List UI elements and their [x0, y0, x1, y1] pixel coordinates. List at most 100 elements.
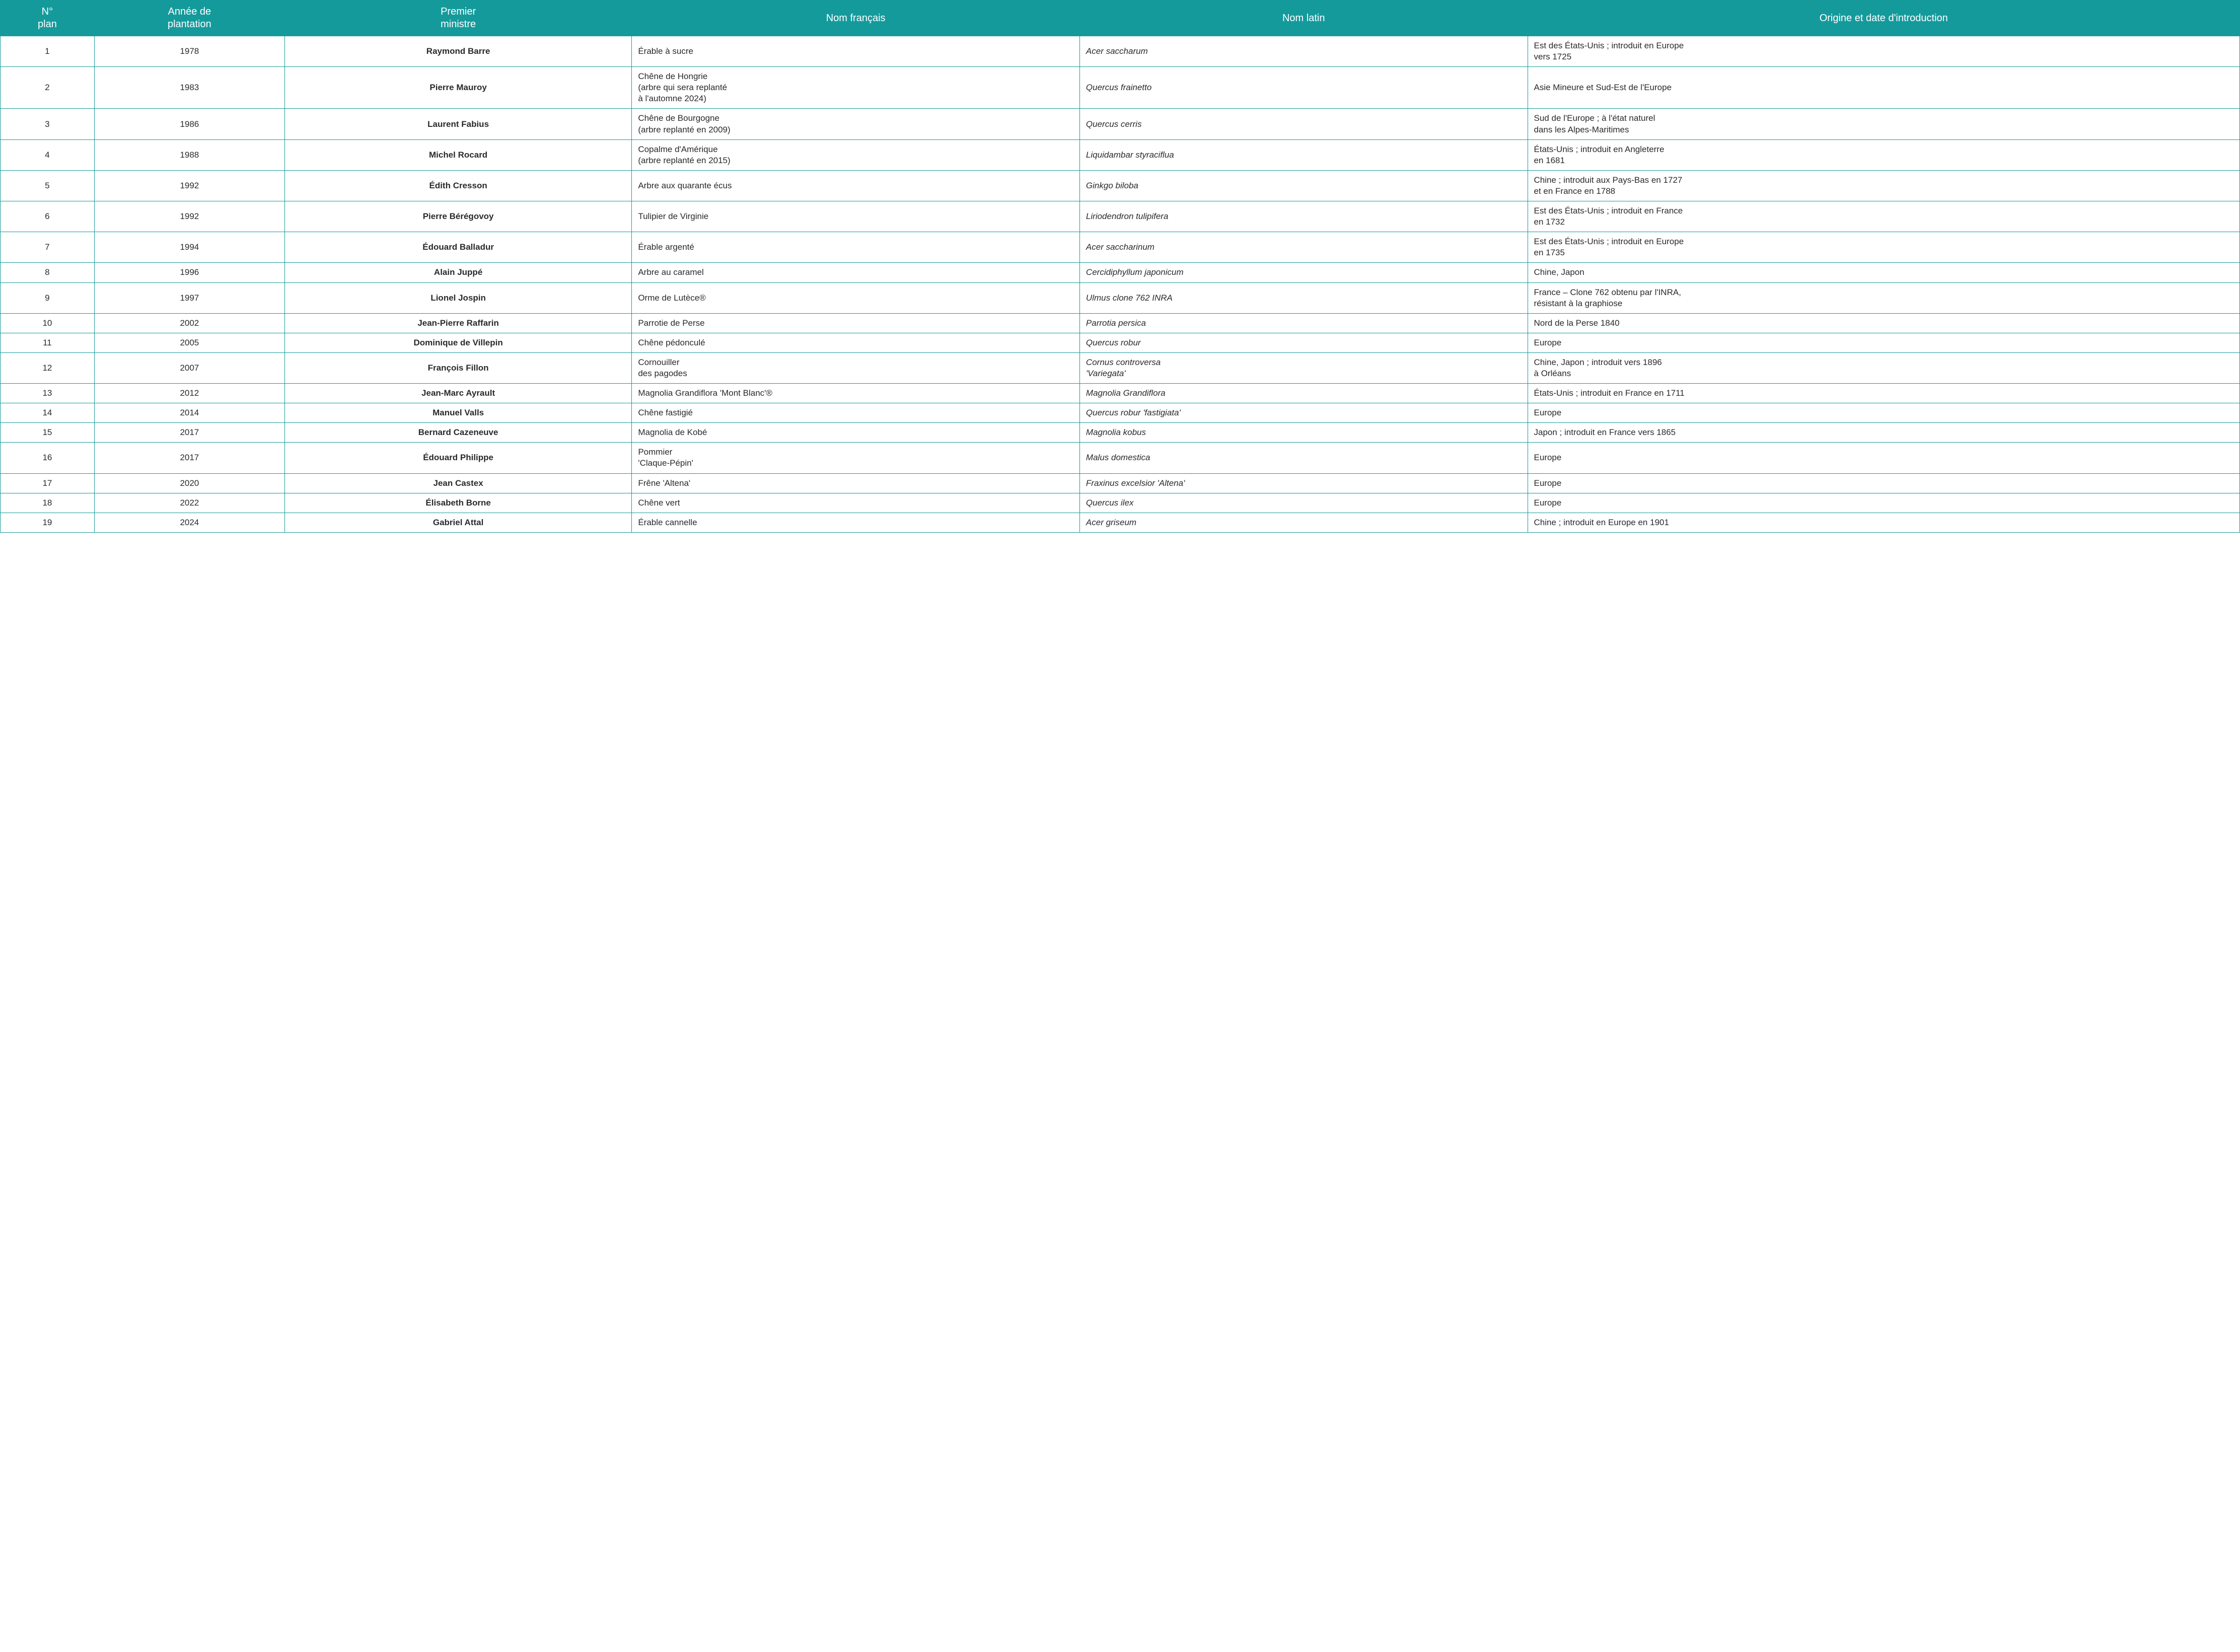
cell-name_la: Magnolia kobus	[1079, 423, 1528, 443]
cell-name_fr: Chêne de Hongrie(arbre qui sera replanté…	[632, 67, 1080, 109]
cell-name_fr: Tulipier de Virginie	[632, 201, 1080, 232]
cell-name_la: Quercus frainetto	[1079, 67, 1528, 109]
cell-name_la: Fraxinus excelsior 'Altena'	[1079, 473, 1528, 493]
cell-name_fr: Pommier'Claque-Pépin'	[632, 443, 1080, 473]
cell-pm: Dominique de Villepin	[284, 333, 631, 352]
cell-pm: Raymond Barre	[284, 36, 631, 67]
cell-name_fr: Parrotie de Perse	[632, 313, 1080, 333]
col-header-pm: Premierministre	[284, 1, 631, 36]
table-row: 91997Lionel JospinOrme de Lutèce®Ulmus c…	[1, 282, 2240, 313]
cell-plan: 14	[1, 403, 95, 423]
cell-origin: Nord de la Perse 1840	[1528, 313, 2239, 333]
cell-year: 2024	[94, 513, 284, 532]
cell-name_fr: Cornouillerdes pagodes	[632, 352, 1080, 383]
cell-pm: Jean-Pierre Raffarin	[284, 313, 631, 333]
table-row: 122007François FillonCornouillerdes pago…	[1, 352, 2240, 383]
cell-name_fr: Érable cannelle	[632, 513, 1080, 532]
cell-name_fr: Chêne pédonculé	[632, 333, 1080, 352]
table-row: 172020Jean CastexFrêne 'Altena'Fraxinus …	[1, 473, 2240, 493]
cell-origin: Asie Mineure et Sud-Est de l'Europe	[1528, 67, 2239, 109]
col-header-name-fr: Nom français	[632, 1, 1080, 36]
cell-plan: 17	[1, 473, 95, 493]
cell-origin: États-Unis ; introduit en France en 1711	[1528, 384, 2239, 403]
cell-name_la: Ulmus clone 762 INRA	[1079, 282, 1528, 313]
table-row: 61992Pierre BérégovoyTulipier de Virgini…	[1, 201, 2240, 232]
cell-name_la: Quercus robur	[1079, 333, 1528, 352]
cell-pm: Élisabeth Borne	[284, 493, 631, 513]
cell-name_fr: Érable à sucre	[632, 36, 1080, 67]
cell-origin: Est des États-Unis ; introduit en Europe…	[1528, 232, 2239, 263]
cell-pm: Édouard Philippe	[284, 443, 631, 473]
table-row: 41988Michel RocardCopalme d'Amérique(arb…	[1, 139, 2240, 170]
cell-pm: Édith Cresson	[284, 170, 631, 201]
col-header-year: Année deplantation	[94, 1, 284, 36]
table-row: 11978Raymond BarreÉrable à sucreAcer sac…	[1, 36, 2240, 67]
cell-pm: Michel Rocard	[284, 139, 631, 170]
cell-pm: François Fillon	[284, 352, 631, 383]
cell-plan: 15	[1, 423, 95, 443]
pm-trees-table: N°plan Année deplantation Premierministr…	[0, 0, 2240, 533]
cell-plan: 5	[1, 170, 95, 201]
cell-pm: Manuel Valls	[284, 403, 631, 423]
cell-name_fr: Chêne vert	[632, 493, 1080, 513]
cell-year: 1992	[94, 170, 284, 201]
cell-origin: États-Unis ; introduit en Angleterreen 1…	[1528, 139, 2239, 170]
table-row: 132012Jean-Marc AyraultMagnolia Grandifl…	[1, 384, 2240, 403]
table-row: 182022Élisabeth BorneChêne vertQuercus i…	[1, 493, 2240, 513]
cell-name_la: Cornus controversa'Variegata'	[1079, 352, 1528, 383]
cell-year: 1996	[94, 263, 284, 282]
cell-plan: 4	[1, 139, 95, 170]
cell-name_la: Malus domestica	[1079, 443, 1528, 473]
cell-name_la: Ginkgo biloba	[1079, 170, 1528, 201]
cell-origin: Chine ; introduit aux Pays-Bas en 1727et…	[1528, 170, 2239, 201]
cell-name_la: Parrotia persica	[1079, 313, 1528, 333]
cell-name_fr: Magnolia Grandiflora 'Mont Blanc'®	[632, 384, 1080, 403]
cell-origin: Sud de l'Europe ; à l'état natureldans l…	[1528, 109, 2239, 139]
cell-plan: 13	[1, 384, 95, 403]
cell-year: 1988	[94, 139, 284, 170]
cell-pm: Pierre Bérégovoy	[284, 201, 631, 232]
cell-origin: Japon ; introduit en France vers 1865	[1528, 423, 2239, 443]
cell-origin: Europe	[1528, 443, 2239, 473]
cell-pm: Alain Juppé	[284, 263, 631, 282]
cell-name_fr: Chêne de Bourgogne(arbre replanté en 200…	[632, 109, 1080, 139]
cell-name_la: Liriodendron tulipifera	[1079, 201, 1528, 232]
cell-pm: Édouard Balladur	[284, 232, 631, 263]
cell-name_la: Acer saccharum	[1079, 36, 1528, 67]
cell-pm: Lionel Jospin	[284, 282, 631, 313]
cell-plan: 3	[1, 109, 95, 139]
cell-name_fr: Arbre aux quarante écus	[632, 170, 1080, 201]
cell-plan: 12	[1, 352, 95, 383]
cell-origin: Europe	[1528, 493, 2239, 513]
table-row: 152017Bernard CazeneuveMagnolia de KobéM…	[1, 423, 2240, 443]
cell-year: 1986	[94, 109, 284, 139]
cell-origin: Est des États-Unis ; introduit en Europe…	[1528, 36, 2239, 67]
cell-plan: 16	[1, 443, 95, 473]
cell-year: 2002	[94, 313, 284, 333]
cell-plan: 7	[1, 232, 95, 263]
cell-year: 2005	[94, 333, 284, 352]
cell-origin: Europe	[1528, 403, 2239, 423]
cell-year: 1997	[94, 282, 284, 313]
cell-name_la: Quercus robur 'fastigiata'	[1079, 403, 1528, 423]
cell-year: 2014	[94, 403, 284, 423]
cell-origin: Est des États-Unis ; introduit en France…	[1528, 201, 2239, 232]
cell-plan: 19	[1, 513, 95, 532]
cell-pm: Bernard Cazeneuve	[284, 423, 631, 443]
cell-origin: Europe	[1528, 333, 2239, 352]
cell-name_fr: Érable argenté	[632, 232, 1080, 263]
cell-name_la: Cercidiphyllum japonicum	[1079, 263, 1528, 282]
cell-name_fr: Copalme d'Amérique(arbre replanté en 201…	[632, 139, 1080, 170]
table-row: 71994Édouard BalladurÉrable argentéAcer …	[1, 232, 2240, 263]
cell-origin: France – Clone 762 obtenu par l'INRA,rés…	[1528, 282, 2239, 313]
cell-plan: 1	[1, 36, 95, 67]
cell-year: 1978	[94, 36, 284, 67]
cell-year: 1992	[94, 201, 284, 232]
table-row: 112005Dominique de VillepinChêne pédoncu…	[1, 333, 2240, 352]
table-row: 21983Pierre MauroyChêne de Hongrie(arbre…	[1, 67, 2240, 109]
cell-name_la: Acer griseum	[1079, 513, 1528, 532]
table-row: 142014Manuel VallsChêne fastigiéQuercus …	[1, 403, 2240, 423]
cell-origin: Chine ; introduit en Europe en 1901	[1528, 513, 2239, 532]
table-row: 31986Laurent FabiusChêne de Bourgogne(ar…	[1, 109, 2240, 139]
cell-name_la: Acer saccharinum	[1079, 232, 1528, 263]
